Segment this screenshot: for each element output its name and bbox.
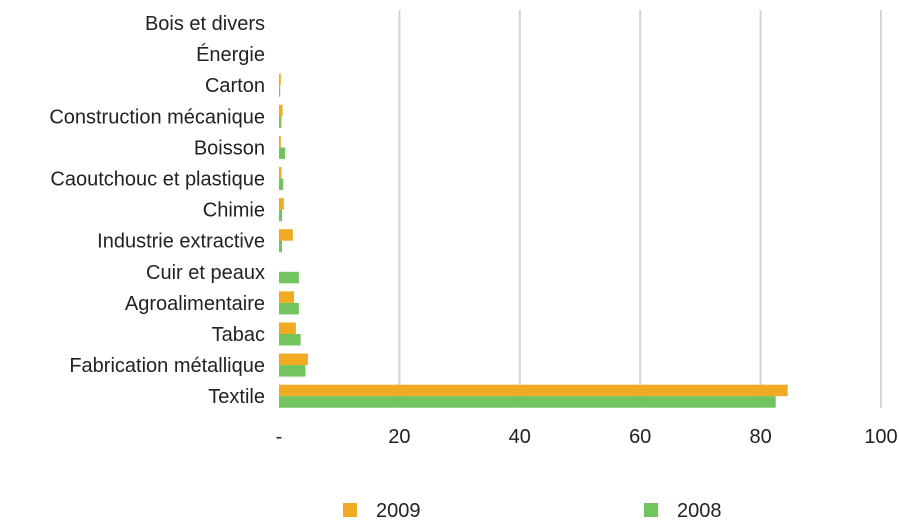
category-label: Construction mécanique (49, 106, 265, 128)
category-label: Tabac (212, 324, 265, 346)
bar-2008 (279, 396, 776, 408)
bar-2009 (279, 229, 293, 241)
bar-2008 (279, 271, 299, 284)
category-label: Industrie extractive (97, 231, 265, 253)
category-label: Énergie (196, 43, 265, 66)
x-tick-label: 80 (749, 426, 771, 448)
gridlines (398, 10, 882, 408)
bar-2009 (279, 167, 282, 179)
category-labels: Bois et divers Énergie Carton Construction … (49, 13, 265, 408)
category-label: Cuir et peaux (146, 262, 265, 284)
bar-2009 (279, 384, 788, 397)
category-label: Boisson (194, 137, 265, 159)
bar-2008 (279, 334, 301, 346)
legend: 2009 2008 (343, 500, 722, 522)
category-label: Fabrication métallique (69, 355, 265, 377)
bar-2009 (279, 198, 284, 210)
category-label: Agroalimentaire (125, 293, 265, 315)
bar-2009 (279, 291, 295, 303)
x-tick-label: 20 (388, 426, 410, 448)
bar-2008 (279, 240, 283, 253)
bar-2009 (279, 322, 296, 334)
x-tick-label: - (276, 426, 283, 448)
bar-2008 (279, 147, 286, 159)
x-tick-label: 100 (864, 426, 897, 448)
legend-swatch-2009 (343, 503, 357, 517)
x-tick-label: 60 (629, 426, 651, 448)
bar-2008 (279, 302, 299, 315)
x-tick-label: 40 (509, 426, 531, 448)
category-label: Caoutchouc et plastique (50, 169, 265, 191)
bar-2008 (279, 85, 281, 97)
x-tick-labels: - 20 40 60 80 100 (276, 426, 898, 448)
category-label: Carton (205, 75, 265, 97)
bar-2009 (279, 104, 283, 117)
bars (279, 73, 788, 408)
category-label: Bois et divers (145, 13, 265, 35)
category-label: Chimie (203, 200, 265, 222)
bar-2009 (279, 135, 281, 148)
bar-2008 (279, 209, 283, 222)
legend-swatch-2008 (644, 503, 658, 517)
bar-2008 (279, 116, 282, 128)
bar-2008 (279, 178, 284, 190)
legend-label: 2008 (677, 500, 722, 522)
category-label: Textile (208, 386, 265, 408)
legend-label: 2009 (376, 500, 421, 522)
bar-2009 (279, 73, 281, 86)
bar-2009 (279, 353, 308, 366)
bar-2008 (279, 365, 306, 377)
